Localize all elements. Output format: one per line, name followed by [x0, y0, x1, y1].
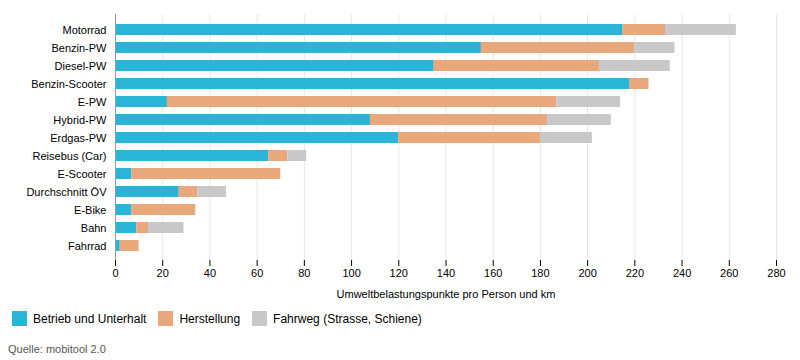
svg-text:240: 240: [673, 267, 691, 279]
svg-text:280: 280: [767, 267, 785, 279]
svg-text:80: 80: [298, 267, 310, 279]
svg-text:Benzin-Scooter: Benzin-Scooter: [31, 78, 107, 90]
svg-text:Diesel-PW: Diesel-PW: [55, 60, 108, 72]
svg-text:100: 100: [342, 267, 360, 279]
svg-text:0: 0: [112, 267, 118, 279]
svg-text:20: 20: [157, 267, 169, 279]
svg-text:60: 60: [251, 267, 263, 279]
html-text:Herstellung: Herstellung: [179, 311, 241, 326]
svg-text:180: 180: [531, 267, 549, 279]
svg-text:260: 260: [720, 267, 738, 279]
svg-text:Hybrid-PW: Hybrid-PW: [53, 114, 107, 126]
svg-text:Fahrrad: Fahrrad: [68, 240, 107, 252]
svg-text:Durchschnitt ÖV: Durchschnitt ÖV: [26, 186, 107, 198]
svg-text:40: 40: [204, 267, 216, 279]
svg-text:Motorrad: Motorrad: [62, 24, 106, 36]
svg-text:200: 200: [578, 267, 596, 279]
svg-text:Benzin-PW: Benzin-PW: [51, 42, 107, 54]
html-text:Quelle: mobitool 2.0: Quelle: mobitool 2.0: [8, 343, 106, 355]
svg-text:Erdgas-PW: Erdgas-PW: [50, 132, 107, 144]
svg-text:E-Scooter: E-Scooter: [58, 168, 107, 180]
svg-text:220: 220: [626, 267, 644, 279]
svg-text:E-PW: E-PW: [78, 96, 107, 108]
svg-text:Bahn: Bahn: [81, 222, 107, 234]
html-text:Fahrweg (Strasse, Schiene): Fahrweg (Strasse, Schiene): [273, 311, 422, 326]
svg-text:Reisebus (Car): Reisebus (Car): [33, 150, 107, 162]
html-text:Betrieb und Unterhalt: Betrieb und Unterhalt: [33, 311, 147, 326]
svg-text:Umweltbelastungspunkte pro Per: Umweltbelastungspunkte pro Person und km: [337, 288, 556, 300]
svg-text:140: 140: [437, 267, 455, 279]
svg-text:160: 160: [484, 267, 502, 279]
svg-text:120: 120: [390, 267, 408, 279]
svg-text:E-Bike: E-Bike: [74, 204, 106, 216]
